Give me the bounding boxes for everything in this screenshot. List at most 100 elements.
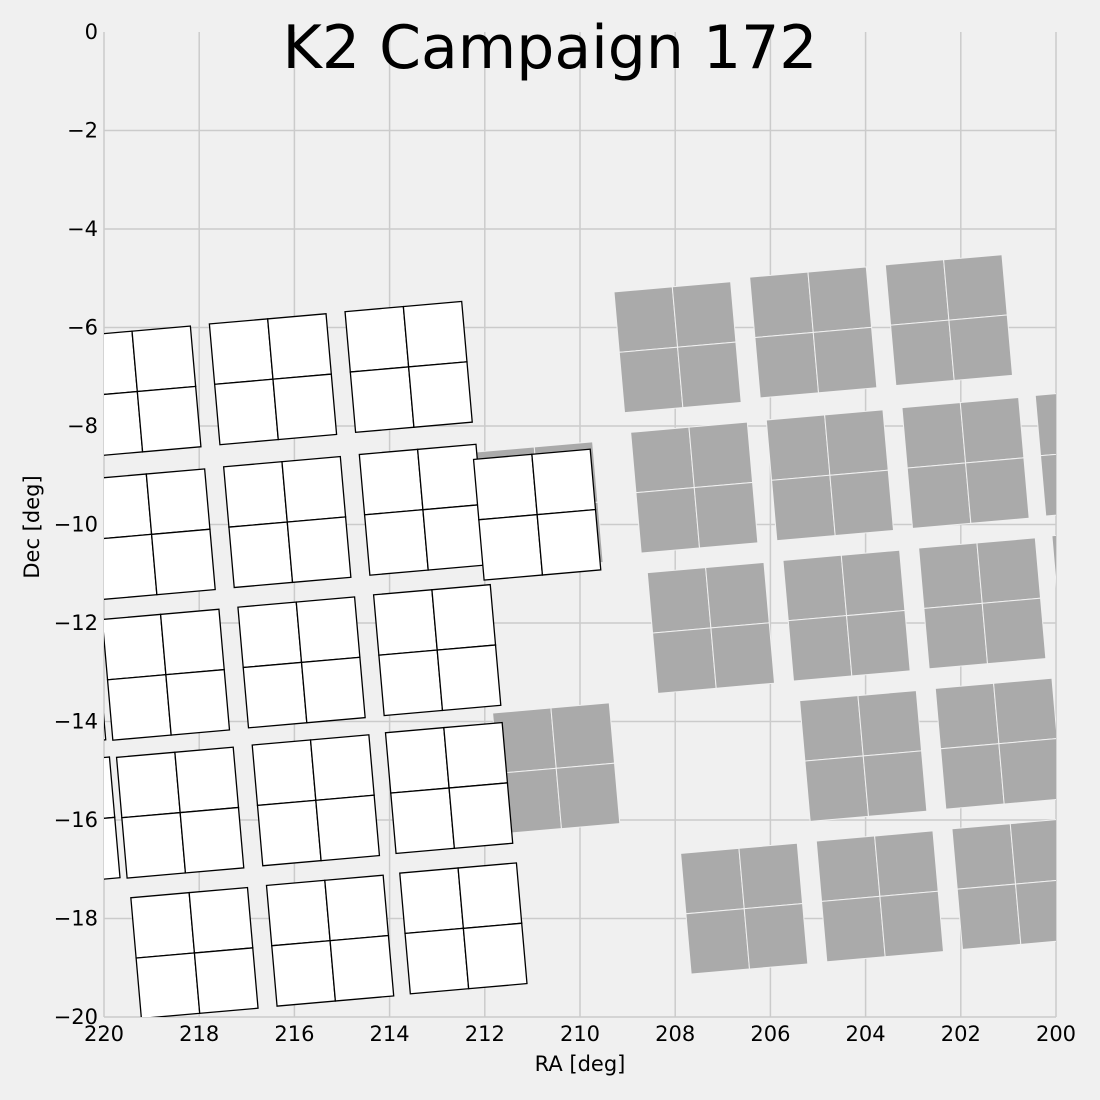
y-tick-label: −2 [67, 119, 98, 143]
ccd [372, 589, 438, 656]
ccd [771, 474, 836, 542]
ccd [150, 528, 216, 596]
ccd [272, 373, 338, 441]
ccd [749, 271, 814, 339]
ccd [618, 346, 684, 414]
y-tick-labels: 0 −2 −4 −6 −8 −10 −12 −14 −16 −18 −20 [54, 20, 98, 1029]
ccd [0, 685, 47, 750]
x-tick-labels: 220 218 216 214 212 210 208 206 204 202 200 [84, 1022, 1076, 1046]
x-tick-label: 204 [846, 1022, 886, 1046]
ccd [431, 583, 497, 651]
ccd [1051, 530, 1056, 597]
y-tick-label: −6 [67, 316, 98, 340]
ccd [115, 751, 181, 819]
ccd [555, 762, 621, 830]
ccd-module-filled [630, 421, 759, 554]
y-tick-label: −8 [67, 414, 98, 438]
ccd [884, 259, 950, 326]
ccd [145, 468, 211, 536]
ccd [213, 378, 279, 446]
ccd [976, 537, 1042, 604]
ccd-module-outlined [104, 608, 231, 741]
x-tick-label: 216 [274, 1022, 314, 1046]
ccd [242, 661, 308, 729]
ccd [295, 596, 361, 664]
ccd-module-filled [1034, 389, 1056, 517]
chart-title: K2 Campaign 172 [283, 13, 818, 83]
ccd [363, 509, 429, 576]
ccd [0, 762, 56, 827]
ccd [222, 460, 288, 528]
ccd-module-outlined [251, 734, 381, 867]
ccd-module-filled [934, 677, 1056, 810]
ccd-module-filled [815, 830, 945, 963]
ccd-module-outlined [222, 455, 352, 589]
ccd [738, 842, 804, 910]
ccd-module-filled [951, 818, 1056, 951]
ccd [104, 756, 116, 824]
ccd [782, 554, 848, 622]
ccd-module-filled [782, 549, 911, 682]
ccd-module-outlined [208, 313, 338, 446]
ccd [104, 613, 167, 681]
ccd [923, 602, 989, 670]
ccd [159, 608, 225, 676]
ccd [457, 862, 523, 930]
ccd-module-outlined [130, 886, 259, 1017]
ccd [804, 755, 870, 822]
ccd [635, 487, 701, 554]
ccd [677, 341, 742, 409]
ccd-module-outlined [104, 325, 202, 458]
ccd [956, 883, 1022, 951]
ccd-module-filled [646, 561, 776, 694]
ccd [281, 455, 347, 523]
ccd [743, 903, 809, 970]
ccd [300, 656, 366, 724]
ccd [807, 266, 873, 333]
ccd [104, 330, 139, 398]
ccd [934, 682, 1000, 750]
ccd [188, 886, 254, 954]
ccd [384, 726, 450, 794]
y-tick-label: −20 [54, 1005, 98, 1029]
ccd-module-filled [680, 842, 809, 975]
ccd [705, 561, 770, 629]
ccd [1034, 389, 1056, 457]
ccd-module-outlined [372, 583, 502, 717]
ccd [948, 314, 1014, 382]
ccd [436, 644, 502, 712]
ccd [710, 622, 776, 689]
y-tick-label: −18 [54, 907, 98, 931]
y-tick-label: −16 [54, 808, 98, 832]
ccd [906, 462, 972, 529]
ccd [390, 787, 456, 855]
ccd [104, 533, 158, 601]
ccd [951, 823, 1017, 890]
ccd [879, 890, 945, 958]
ccd [358, 448, 424, 516]
ccd-module-outlined [0, 756, 121, 884]
ccd-module-outlined [384, 721, 514, 855]
ccd-module-outlined [104, 468, 216, 601]
ccd [890, 319, 955, 387]
ccd [271, 939, 337, 1007]
ccd [550, 702, 616, 769]
ccd [652, 627, 717, 694]
y-tick-label: 0 [85, 20, 98, 44]
ccd [165, 668, 231, 736]
ccd [174, 746, 240, 814]
ccd [237, 601, 303, 669]
ccd [829, 469, 895, 537]
x-tick-label: 210 [560, 1022, 600, 1046]
ccd [121, 811, 187, 879]
ccd [765, 414, 831, 481]
ccd [344, 305, 410, 373]
x-tick-label: 212 [465, 1022, 505, 1046]
ccd-module-filled [884, 254, 1014, 387]
ccd [998, 738, 1056, 805]
ccd [812, 326, 878, 394]
ccd-module-outlined [472, 448, 602, 581]
x-tick-label: 218 [179, 1022, 219, 1046]
ccd [821, 895, 886, 963]
ccd-module-filled [765, 409, 895, 542]
